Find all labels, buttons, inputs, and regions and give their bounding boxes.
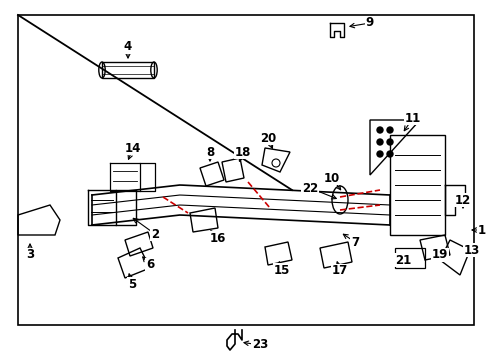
Text: 23: 23 bbox=[251, 338, 267, 351]
Bar bbox=[18, 15, 473, 325]
Circle shape bbox=[386, 151, 392, 157]
Text: 4: 4 bbox=[123, 40, 132, 54]
Text: 15: 15 bbox=[273, 264, 289, 276]
Text: 6: 6 bbox=[145, 258, 154, 271]
Text: 2: 2 bbox=[151, 228, 159, 240]
Bar bbox=[102, 62, 154, 78]
Circle shape bbox=[376, 151, 382, 157]
Text: 14: 14 bbox=[124, 141, 141, 154]
Text: 16: 16 bbox=[209, 231, 226, 244]
Circle shape bbox=[376, 139, 382, 145]
Text: 20: 20 bbox=[259, 131, 276, 144]
Circle shape bbox=[386, 139, 392, 145]
Text: 3: 3 bbox=[26, 248, 34, 261]
Text: 18: 18 bbox=[234, 145, 251, 158]
Text: 5: 5 bbox=[128, 278, 136, 291]
Text: 9: 9 bbox=[365, 17, 373, 30]
Text: 13: 13 bbox=[463, 243, 479, 256]
Text: 10: 10 bbox=[323, 171, 340, 184]
Circle shape bbox=[376, 127, 382, 133]
Bar bbox=[394, 248, 424, 268]
Text: 17: 17 bbox=[331, 265, 347, 278]
Text: 7: 7 bbox=[350, 235, 358, 248]
Text: 19: 19 bbox=[431, 248, 447, 261]
Text: 12: 12 bbox=[454, 194, 470, 207]
Text: 21: 21 bbox=[394, 253, 410, 266]
Text: 22: 22 bbox=[301, 181, 318, 194]
Text: 1: 1 bbox=[477, 224, 485, 237]
Text: 8: 8 bbox=[205, 145, 214, 158]
Bar bbox=[389, 135, 444, 235]
Circle shape bbox=[386, 127, 392, 133]
Text: 11: 11 bbox=[404, 112, 420, 125]
